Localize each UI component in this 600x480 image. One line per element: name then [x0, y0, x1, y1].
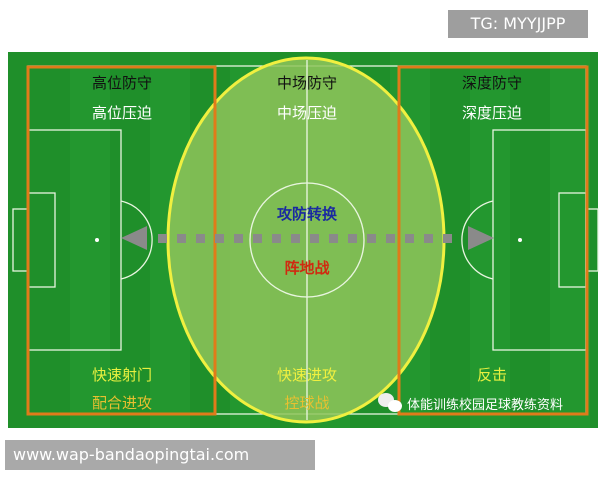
arrow-dashes — [158, 234, 452, 243]
middle-line1: 中场防守 — [277, 74, 337, 92]
watermark-url: www.wap-bandaopingtai.com — [5, 440, 315, 470]
right-line2: 深度压迫 — [462, 104, 522, 122]
transition-arrow — [121, 226, 494, 250]
left-line3: 快速射门 — [92, 366, 152, 384]
right-zone-box — [397, 65, 589, 416]
left-line1: 高位防守 — [92, 74, 152, 92]
left-line4: 配合进攻 — [92, 394, 152, 412]
right-line3: 反击 — [477, 366, 507, 384]
wechat-icon — [378, 393, 402, 412]
middle-line3: 快速进攻 — [277, 366, 337, 384]
source-watermark: 体能训练校园足球教练资料 — [407, 397, 563, 413]
right-line1: 深度防守 — [462, 74, 522, 92]
middle-line2: 中场压迫 — [277, 104, 337, 122]
center-line2: 阵地战 — [284, 259, 329, 277]
center-line1: 攻防转换 — [277, 205, 338, 223]
middle-line4: 控球战 — [284, 394, 329, 412]
left-line2: 高位压迫 — [92, 104, 152, 122]
watermark-top: TG: MYYJJPP — [448, 10, 588, 38]
